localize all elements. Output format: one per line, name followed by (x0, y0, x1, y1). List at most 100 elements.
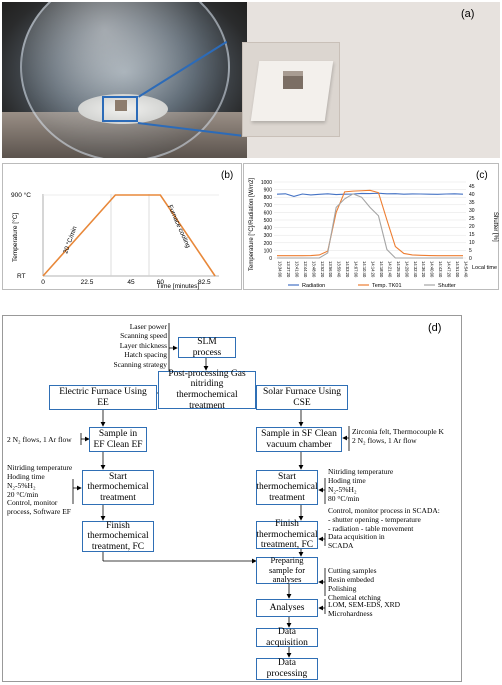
c-x-tick-label: 13:37:20 (286, 261, 291, 278)
solar-furnace-box: Solar Furnace Using CSE (256, 385, 348, 410)
c-left-tick-label: 300 (264, 233, 273, 239)
c-right-tick-label: 15 (469, 232, 475, 238)
c-x-tick-label: 14:18:00 (379, 261, 384, 278)
ef-start-note: Nitriding temperature Hoding time N₂-5%H… (7, 463, 73, 517)
c-right-tick-label: 5 (469, 248, 472, 254)
ef-start-note-line: Hoding time (7, 471, 45, 481)
slm-param: Scanning speed (120, 331, 167, 341)
b-cool-annotation: Furnace cooling (166, 204, 191, 249)
c-x-tick-label: 14:32:40 (413, 261, 418, 278)
c-right-tick-label: 35 (469, 200, 475, 206)
electric-furnace-box: Electric Furnace Using EE (49, 385, 157, 410)
c-left-tick-label: 800 (264, 195, 273, 201)
b-xtick-label: 45 (127, 279, 135, 286)
c-x-tick-label: 14:51:00 (455, 261, 460, 278)
b-xtick-label: 60 (157, 279, 165, 286)
b-xtick-label: 22.5 (81, 279, 94, 286)
c-left-tick-label: 200 (264, 241, 273, 247)
ef-start-note-line: Nitriding temperature (7, 463, 73, 472)
slm-param: Hatch spacing (124, 350, 167, 360)
prep-note-line: Resin embeded (328, 575, 375, 584)
c-x-tick-label: 14:47:20 (447, 261, 452, 278)
sf-start-note-line: N₂-5%H₂ (328, 485, 357, 494)
c-left-tick-label: 400 (264, 226, 273, 232)
sf-control-note-line: - radiation - table movement (328, 524, 414, 533)
panel-c-label: (c) (476, 170, 488, 181)
slm-process-box: SLM process (178, 337, 236, 358)
sf-control-note: Control, monitor process in SCADA: - shu… (328, 506, 440, 533)
post-processing-box: Post-processing Gas nitriding thermochem… (158, 369, 256, 411)
b-xtick-group: 0 22.5 45 60 82.5 (41, 279, 211, 286)
ef-start-note-line: 20 °C/min (7, 489, 39, 499)
sf-start-box: Start thermochemical treatment (256, 470, 318, 505)
c-right-tick-label: 20 (469, 224, 475, 230)
c-xlabel: Local time (472, 265, 497, 271)
c-legend-label: Shutter (438, 283, 456, 289)
c-legend-label: Temp. TK01 (372, 283, 402, 289)
sample-cube (115, 100, 127, 111)
sf-sample-note: Zirconia felt, Thermocouple K 2 N₂ flows… (352, 427, 444, 445)
sf-start-note-line: 80 °C/min (328, 494, 360, 503)
c-x-tick-label: 14:40:00 (430, 261, 435, 278)
c-left-tick-label: 500 (264, 218, 273, 224)
b-ylabel: Temperature [°C] (11, 213, 19, 262)
prep-box: Preparing sample for analyses (256, 555, 318, 584)
c-x-tick-label: 14:36:20 (421, 261, 426, 278)
sf-sample-note-line: 2 N₂ flows, 1 Ar flow (352, 436, 417, 445)
panel-c-chart: (c) 1000 900 800 700 600 500 400 300 200 100 0 45 4… (243, 163, 499, 290)
c-x-ticks: 13:34:00 13:37:20 13:41:00 13:44:40 13:48:00… (278, 261, 469, 278)
c-series (276, 189, 464, 259)
c-series-temp-tk01 (277, 189, 463, 257)
c-x-tick-label: 14:21:40 (387, 261, 392, 278)
c-right-tick-label: 30 (469, 208, 475, 214)
c-right-tick-label: 25 (469, 216, 475, 222)
c-left-tick-label: 900 (264, 188, 273, 194)
sample-inset-photo (242, 42, 340, 137)
c-x-tick-label: 14:14:20 (371, 261, 376, 278)
c-x-tick-label: 13:48:00 (311, 261, 316, 278)
c-x-tick-label: 14:03:20 (345, 261, 350, 278)
b-xtick-label: 82.5 (198, 279, 211, 286)
c-x-tick-label: 13:52:20 (320, 261, 325, 278)
c-x-tick-label: 13:56:00 (328, 261, 333, 278)
slm-param: Layer thickness (119, 340, 167, 350)
analyses-box: Analyses (256, 599, 318, 617)
b-ytick-bottom: RT (17, 273, 26, 280)
glass-dome (20, 2, 230, 158)
sf-control-note-line: Control, monitor process in SCADA: (328, 506, 440, 515)
sf-start-note-line: Hoding time (328, 476, 366, 485)
b-xtick-label: 0 (41, 279, 45, 286)
slm-param: Laser power (129, 322, 167, 331)
prep-note-line: Polishing (328, 584, 357, 593)
prep-note-line: Chemical etching (328, 593, 381, 602)
panel-a-label: (a) (461, 8, 475, 20)
ef-finish-box: Finish thermochemical treatment, FC (82, 521, 154, 552)
panel-b-chart: (b) 900 °C RT Temperature [°C] 20 °C/min… (2, 163, 242, 290)
c-left-tick-label: 0 (269, 256, 272, 262)
panel-d-label: (d) (428, 322, 442, 334)
c-x-tick-label: 13:34:00 (278, 261, 283, 278)
panel-b-label: (b) (221, 170, 233, 181)
c-right-tick-label: 0 (469, 256, 472, 262)
c-legend: Radiation Temp. TK01 Shutter (288, 283, 456, 289)
inset-slab (250, 61, 334, 121)
zoom-box (102, 96, 138, 122)
c-x-tick-label: 14:54:40 (464, 261, 469, 278)
sf-finish-box: Finish thermochemical treatment, FC (256, 519, 318, 551)
c-series-shutter (277, 193, 463, 259)
panel-b-svg: (b) 900 °C RT Temperature [°C] 20 °C/min… (11, 170, 233, 290)
b-xlabel: Time [minutes] (157, 283, 200, 290)
ef-start-box: Start thermochemical treatment (82, 470, 154, 505)
data-processing-box: Data processing (256, 658, 318, 680)
c-x-tick-label: 14:07:00 (354, 261, 359, 278)
c-x-tick-label: 14:29:00 (404, 261, 409, 278)
c-legend-label: Radiation (302, 283, 325, 289)
c-x-tick-label: 14:10:40 (362, 261, 367, 278)
sf-sample-box: Sample in SF Clean vacuum chamber (256, 427, 342, 452)
sf-control-note-line: - shutter opening - temperature (328, 515, 421, 524)
sf-finish-note-line: SCADA (328, 541, 354, 550)
b-ytick-top: 900 °C (11, 191, 31, 199)
c-right-tick-label: 45 (469, 184, 475, 190)
